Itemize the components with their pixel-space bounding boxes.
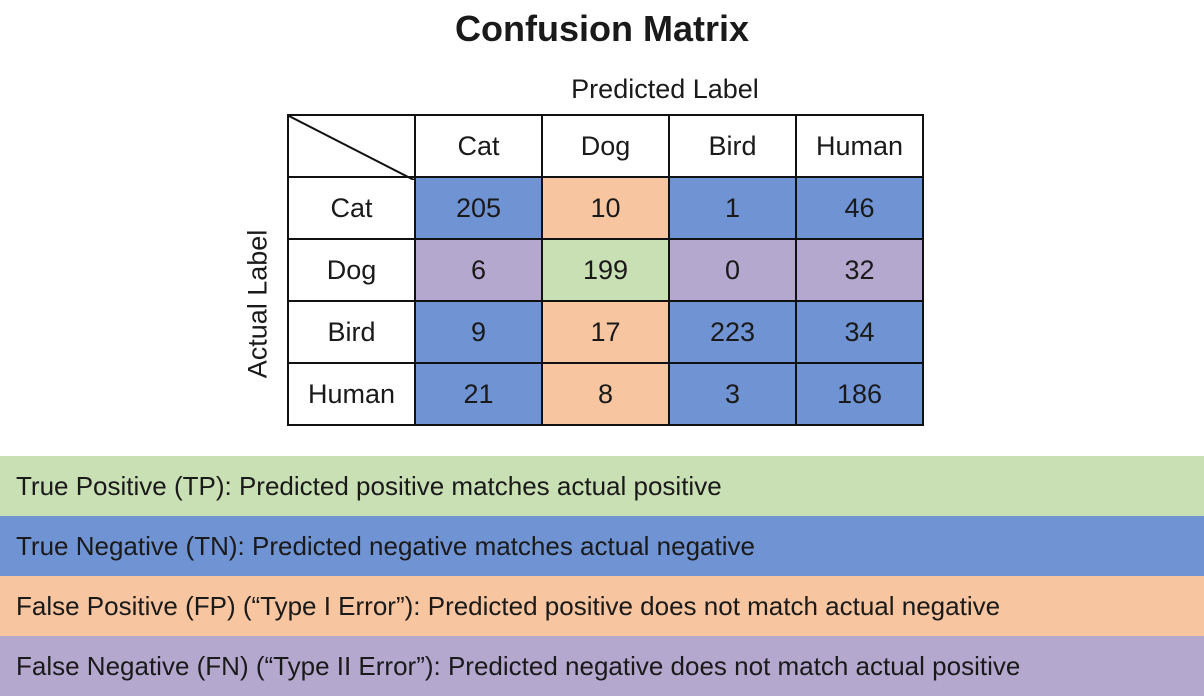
- matrix-cell: 186: [795, 362, 924, 426]
- matrix-row-cat: Cat 205 10 1 46: [287, 176, 924, 240]
- predicted-axis-label: Predicted Label: [571, 74, 759, 104]
- column-header-bird: Bird: [668, 114, 797, 178]
- matrix-cell: 17: [541, 300, 670, 364]
- matrix-cell: 0: [668, 238, 797, 302]
- matrix-cell: 9: [414, 300, 543, 364]
- legend-item-false-negative: False Negative (FN) (“Type II Error”): P…: [0, 636, 1204, 696]
- row-header-human: Human: [287, 362, 416, 426]
- legend-item-true-positive: True Positive (TP): Predicted positive m…: [0, 456, 1204, 516]
- matrix-cell: 199: [541, 238, 670, 302]
- actual-axis-label: Actual Label: [242, 229, 273, 379]
- matrix-row-human: Human 21 8 3 186: [287, 362, 924, 426]
- matrix-row-bird: Bird 9 17 223 34: [287, 300, 924, 364]
- matrix-cell: 6: [414, 238, 543, 302]
- matrix-cell: 10: [541, 176, 670, 240]
- legend: True Positive (TP): Predicted positive m…: [0, 456, 1204, 696]
- column-header-cat: Cat: [414, 114, 543, 178]
- matrix-cell: 21: [414, 362, 543, 426]
- matrix-cell: 3: [668, 362, 797, 426]
- column-header-human: Human: [795, 114, 924, 178]
- matrix-row-dog: Dog 6 199 0 32: [287, 238, 924, 302]
- matrix-cell: 1: [668, 176, 797, 240]
- confusion-matrix-table: Cat Dog Bird Human Cat 205 10 1 46 Dog 6…: [287, 114, 924, 426]
- matrix-cell: 34: [795, 300, 924, 364]
- matrix-cell: 32: [795, 238, 924, 302]
- matrix-cell: 8: [541, 362, 670, 426]
- row-header-cat: Cat: [287, 176, 416, 240]
- page-title: Confusion Matrix: [455, 8, 749, 49]
- diagonal-divider: [289, 116, 414, 180]
- matrix-cell: 46: [795, 176, 924, 240]
- legend-item-false-positive: False Positive (FP) (“Type I Error”): Pr…: [0, 576, 1204, 636]
- matrix-cell: 205: [414, 176, 543, 240]
- row-header-bird: Bird: [287, 300, 416, 364]
- header-row: Cat Dog Bird Human: [287, 114, 924, 180]
- row-header-dog: Dog: [287, 238, 416, 302]
- corner-cell: [287, 114, 416, 180]
- column-header-dog: Dog: [541, 114, 670, 178]
- legend-item-true-negative: True Negative (TN): Predicted negative m…: [0, 516, 1204, 576]
- matrix-cell: 223: [668, 300, 797, 364]
